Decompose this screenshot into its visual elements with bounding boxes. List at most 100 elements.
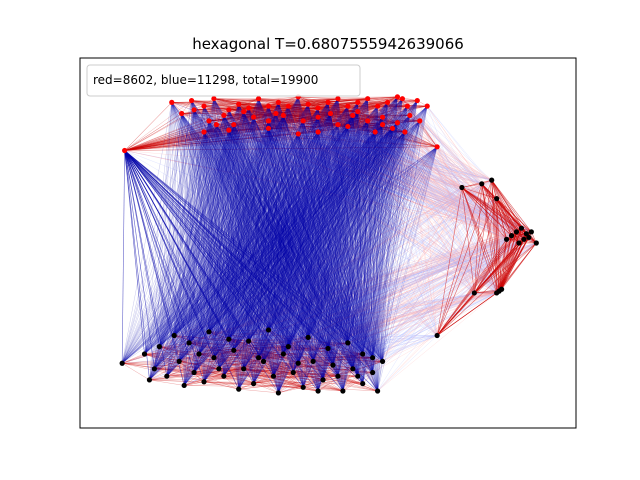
edge-line <box>347 126 500 292</box>
edge-line <box>124 102 388 151</box>
edge-line <box>327 102 502 290</box>
edge-line <box>208 331 239 390</box>
edge-line <box>191 100 319 392</box>
edge-line <box>238 104 324 380</box>
edge-line <box>253 116 299 135</box>
edge-line <box>228 129 497 199</box>
edge-line <box>436 146 463 188</box>
edge-line <box>288 105 463 188</box>
edge-line <box>228 129 522 229</box>
edge-line <box>213 98 354 369</box>
edge-line <box>283 353 373 373</box>
edge-line <box>317 107 525 240</box>
edge-line <box>253 116 482 185</box>
edge-line <box>159 346 329 349</box>
edge-line <box>233 346 289 351</box>
edge-line <box>149 364 333 381</box>
edge-line <box>171 102 294 373</box>
edge-line <box>166 231 517 377</box>
edge-line <box>238 104 522 229</box>
edge-line <box>382 187 463 362</box>
edge-line <box>203 106 284 355</box>
edge-line <box>208 105 378 122</box>
edge-line <box>374 98 403 133</box>
edge-line <box>124 128 269 151</box>
edge-line <box>124 120 368 151</box>
edge-line <box>124 105 289 151</box>
edge-line <box>273 346 289 377</box>
edge-line <box>193 353 200 373</box>
edge-line <box>357 102 500 292</box>
edge-line <box>436 239 507 336</box>
edge-line <box>308 98 368 105</box>
edge-line <box>268 120 497 199</box>
edge-line <box>203 131 462 188</box>
edge-line <box>317 368 353 392</box>
scatter-point <box>365 96 371 102</box>
edge-line <box>253 242 537 384</box>
edge-line <box>248 107 383 362</box>
scatter-point <box>295 131 301 137</box>
edge-line <box>317 124 339 133</box>
edge-line <box>419 120 482 184</box>
edge-line <box>122 363 254 384</box>
edge-line <box>392 128 512 236</box>
scatter-point <box>151 366 157 372</box>
edge-line <box>404 131 500 292</box>
edge-line <box>253 116 520 244</box>
edge-line <box>347 116 383 127</box>
edge-line <box>208 105 428 122</box>
edge-line <box>228 109 354 369</box>
edge-line <box>327 96 398 103</box>
edge-line <box>357 102 428 107</box>
edge-line <box>228 98 368 111</box>
edge-line <box>228 109 537 244</box>
scatter-point <box>201 129 207 135</box>
edge-line <box>298 133 520 244</box>
edge-line <box>179 337 309 362</box>
edge-line <box>238 104 373 358</box>
edge-line <box>243 111 438 336</box>
edge-line <box>313 292 475 362</box>
edge-line <box>409 115 438 147</box>
edge-line <box>213 357 304 388</box>
edge-line <box>124 150 527 234</box>
edge-line <box>223 237 529 377</box>
edge-line <box>213 98 502 290</box>
edge-line <box>228 338 294 373</box>
edge-line <box>228 338 304 388</box>
edge-line <box>362 187 463 355</box>
edge-line <box>213 98 269 129</box>
edge-line <box>387 100 418 103</box>
edge-line <box>124 96 398 151</box>
edge-line <box>213 98 482 185</box>
edge-line <box>203 106 269 331</box>
scatter-point <box>280 112 286 118</box>
edge-line <box>263 329 269 362</box>
edge-line <box>357 102 378 107</box>
scatter-point <box>355 109 361 115</box>
edge-line <box>253 329 269 384</box>
edge-line <box>213 98 373 358</box>
scatter-point <box>350 112 356 118</box>
edge-line <box>144 353 224 377</box>
edge-line <box>298 96 329 103</box>
edge-line <box>124 146 438 151</box>
edge-line <box>375 131 482 185</box>
edge-line <box>154 198 497 370</box>
edge-line <box>124 131 319 151</box>
edge-line <box>203 105 344 392</box>
edge-line <box>228 109 279 393</box>
edge-line <box>171 102 354 369</box>
edge-line <box>203 105 276 114</box>
edge-line <box>243 364 333 370</box>
edge-line <box>233 124 438 336</box>
scatter-point <box>310 358 316 364</box>
edge-line <box>218 239 525 370</box>
edge-line <box>198 231 532 355</box>
scatter-point <box>146 377 153 383</box>
edge-line <box>203 105 348 133</box>
edge-line <box>208 113 276 122</box>
edge-line <box>228 289 502 340</box>
edge-line <box>228 109 373 358</box>
